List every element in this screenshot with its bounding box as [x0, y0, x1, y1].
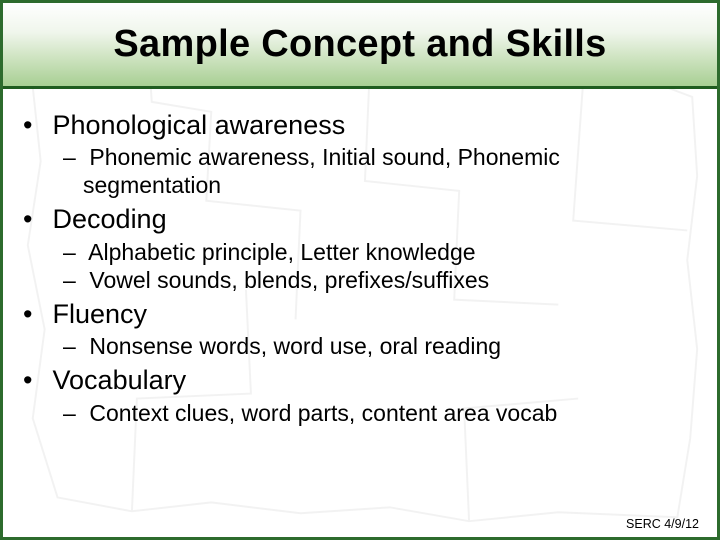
bullet-lvl2-label: Context clues, word parts, content area … [89, 400, 557, 426]
bullet-lvl2: Phonemic awareness, Initial sound, Phone… [83, 143, 687, 199]
bullet-lvl1-label: Phonological awareness [53, 110, 346, 140]
bullet-lvl1: Decoding [45, 203, 687, 235]
slide: Sample Concept and Skills Phonological a… [0, 0, 720, 540]
bullet-lvl2: Vowel sounds, blends, prefixes/suffixes [83, 266, 687, 294]
sub-bullet-group: Context clues, word parts, content area … [45, 399, 687, 427]
bullet-lvl2-label: Phonemic awareness, Initial sound, Phone… [83, 144, 560, 198]
bullet-lvl2-label: Vowel sounds, blends, prefixes/suffixes [89, 267, 489, 293]
sub-bullet-group: Phonemic awareness, Initial sound, Phone… [45, 143, 687, 199]
bullet-lvl2: Context clues, word parts, content area … [83, 399, 687, 427]
footer-text: SERC 4/9/12 [626, 517, 699, 531]
bullet-lvl2: Nonsense words, word use, oral reading [83, 332, 687, 360]
sub-bullet-group: Nonsense words, word use, oral reading [45, 332, 687, 360]
sub-bullet-group: Alphabetic principle, Letter knowledge V… [45, 238, 687, 294]
bullet-lvl2: Alphabetic principle, Letter knowledge [83, 238, 687, 266]
bullet-lvl1-label: Decoding [53, 204, 167, 234]
bullet-lvl1-label: Fluency [53, 299, 148, 329]
bullet-lvl1-label: Vocabulary [53, 365, 187, 395]
content-area: Phonological awareness Phonemic awarenes… [3, 89, 717, 427]
title-band: Sample Concept and Skills [3, 3, 717, 89]
bullet-lvl1: Fluency [45, 298, 687, 330]
bullet-lvl1: Phonological awareness [45, 109, 687, 141]
bullet-lvl2-label: Alphabetic principle, Letter knowledge [88, 239, 475, 265]
slide-title: Sample Concept and Skills [113, 23, 606, 66]
bullet-lvl1: Vocabulary [45, 364, 687, 396]
bullet-lvl2-label: Nonsense words, word use, oral reading [89, 333, 501, 359]
